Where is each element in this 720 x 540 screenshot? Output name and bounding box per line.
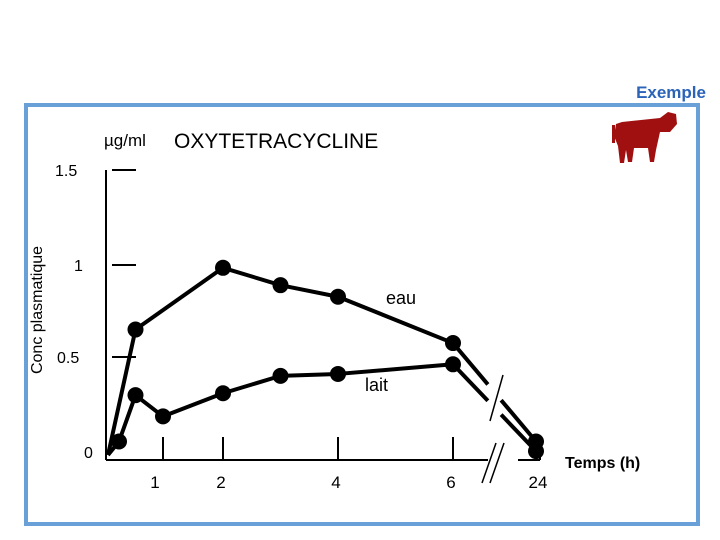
- x-tick-label: 4: [331, 473, 340, 492]
- y-tick-label: 0.5: [57, 350, 79, 367]
- data-point: [445, 356, 461, 373]
- slide-frame: [24, 103, 700, 526]
- x-tick-label: 6: [446, 473, 455, 492]
- data-point: [330, 365, 346, 382]
- x-tick-label: 2: [216, 473, 225, 492]
- series-line-1: [106, 362, 454, 457]
- x-axis-label: Temps (h): [565, 455, 640, 472]
- chart-title: OXYTETRACYCLINE: [174, 130, 378, 153]
- series-line-segment: [499, 413, 538, 453]
- data-point: [272, 277, 289, 294]
- y-tick-label: 1: [74, 258, 83, 275]
- y-axis-label: Conc plasmatique: [29, 246, 46, 374]
- y-tick-label: 0: [84, 445, 93, 462]
- data-point: [127, 321, 144, 338]
- data-point: [111, 433, 127, 450]
- data-point: [445, 335, 461, 352]
- unit-label: µg/ml: [104, 131, 146, 150]
- series-label-lait: lait: [365, 375, 388, 395]
- data-point: [155, 408, 171, 425]
- series-line-segment: [451, 362, 490, 403]
- series-break: [489, 374, 504, 422]
- data-point: [528, 443, 544, 460]
- x-ticks: 1 2 4 6 24: [150, 437, 547, 492]
- series-layer: [106, 259, 544, 460]
- y-ticks: 0 0.5 1 1.5: [55, 163, 136, 462]
- x-tick-label: 24: [529, 473, 548, 492]
- data-point: [215, 259, 231, 276]
- x-axis-break: [481, 442, 505, 484]
- y-tick-label: 1.5: [55, 163, 77, 180]
- data-point: [272, 367, 289, 384]
- data-point: [127, 387, 144, 404]
- series-line-0: [106, 265, 454, 456]
- series-line-segment: [451, 341, 490, 386]
- x-tick-label: 1: [150, 473, 159, 492]
- data-point: [215, 385, 231, 402]
- example-label: Exemple: [636, 83, 706, 102]
- series-label-eau: eau: [386, 288, 416, 308]
- series-line-segment: [499, 398, 538, 443]
- cow-icon: [612, 112, 677, 163]
- data-point: [330, 288, 346, 305]
